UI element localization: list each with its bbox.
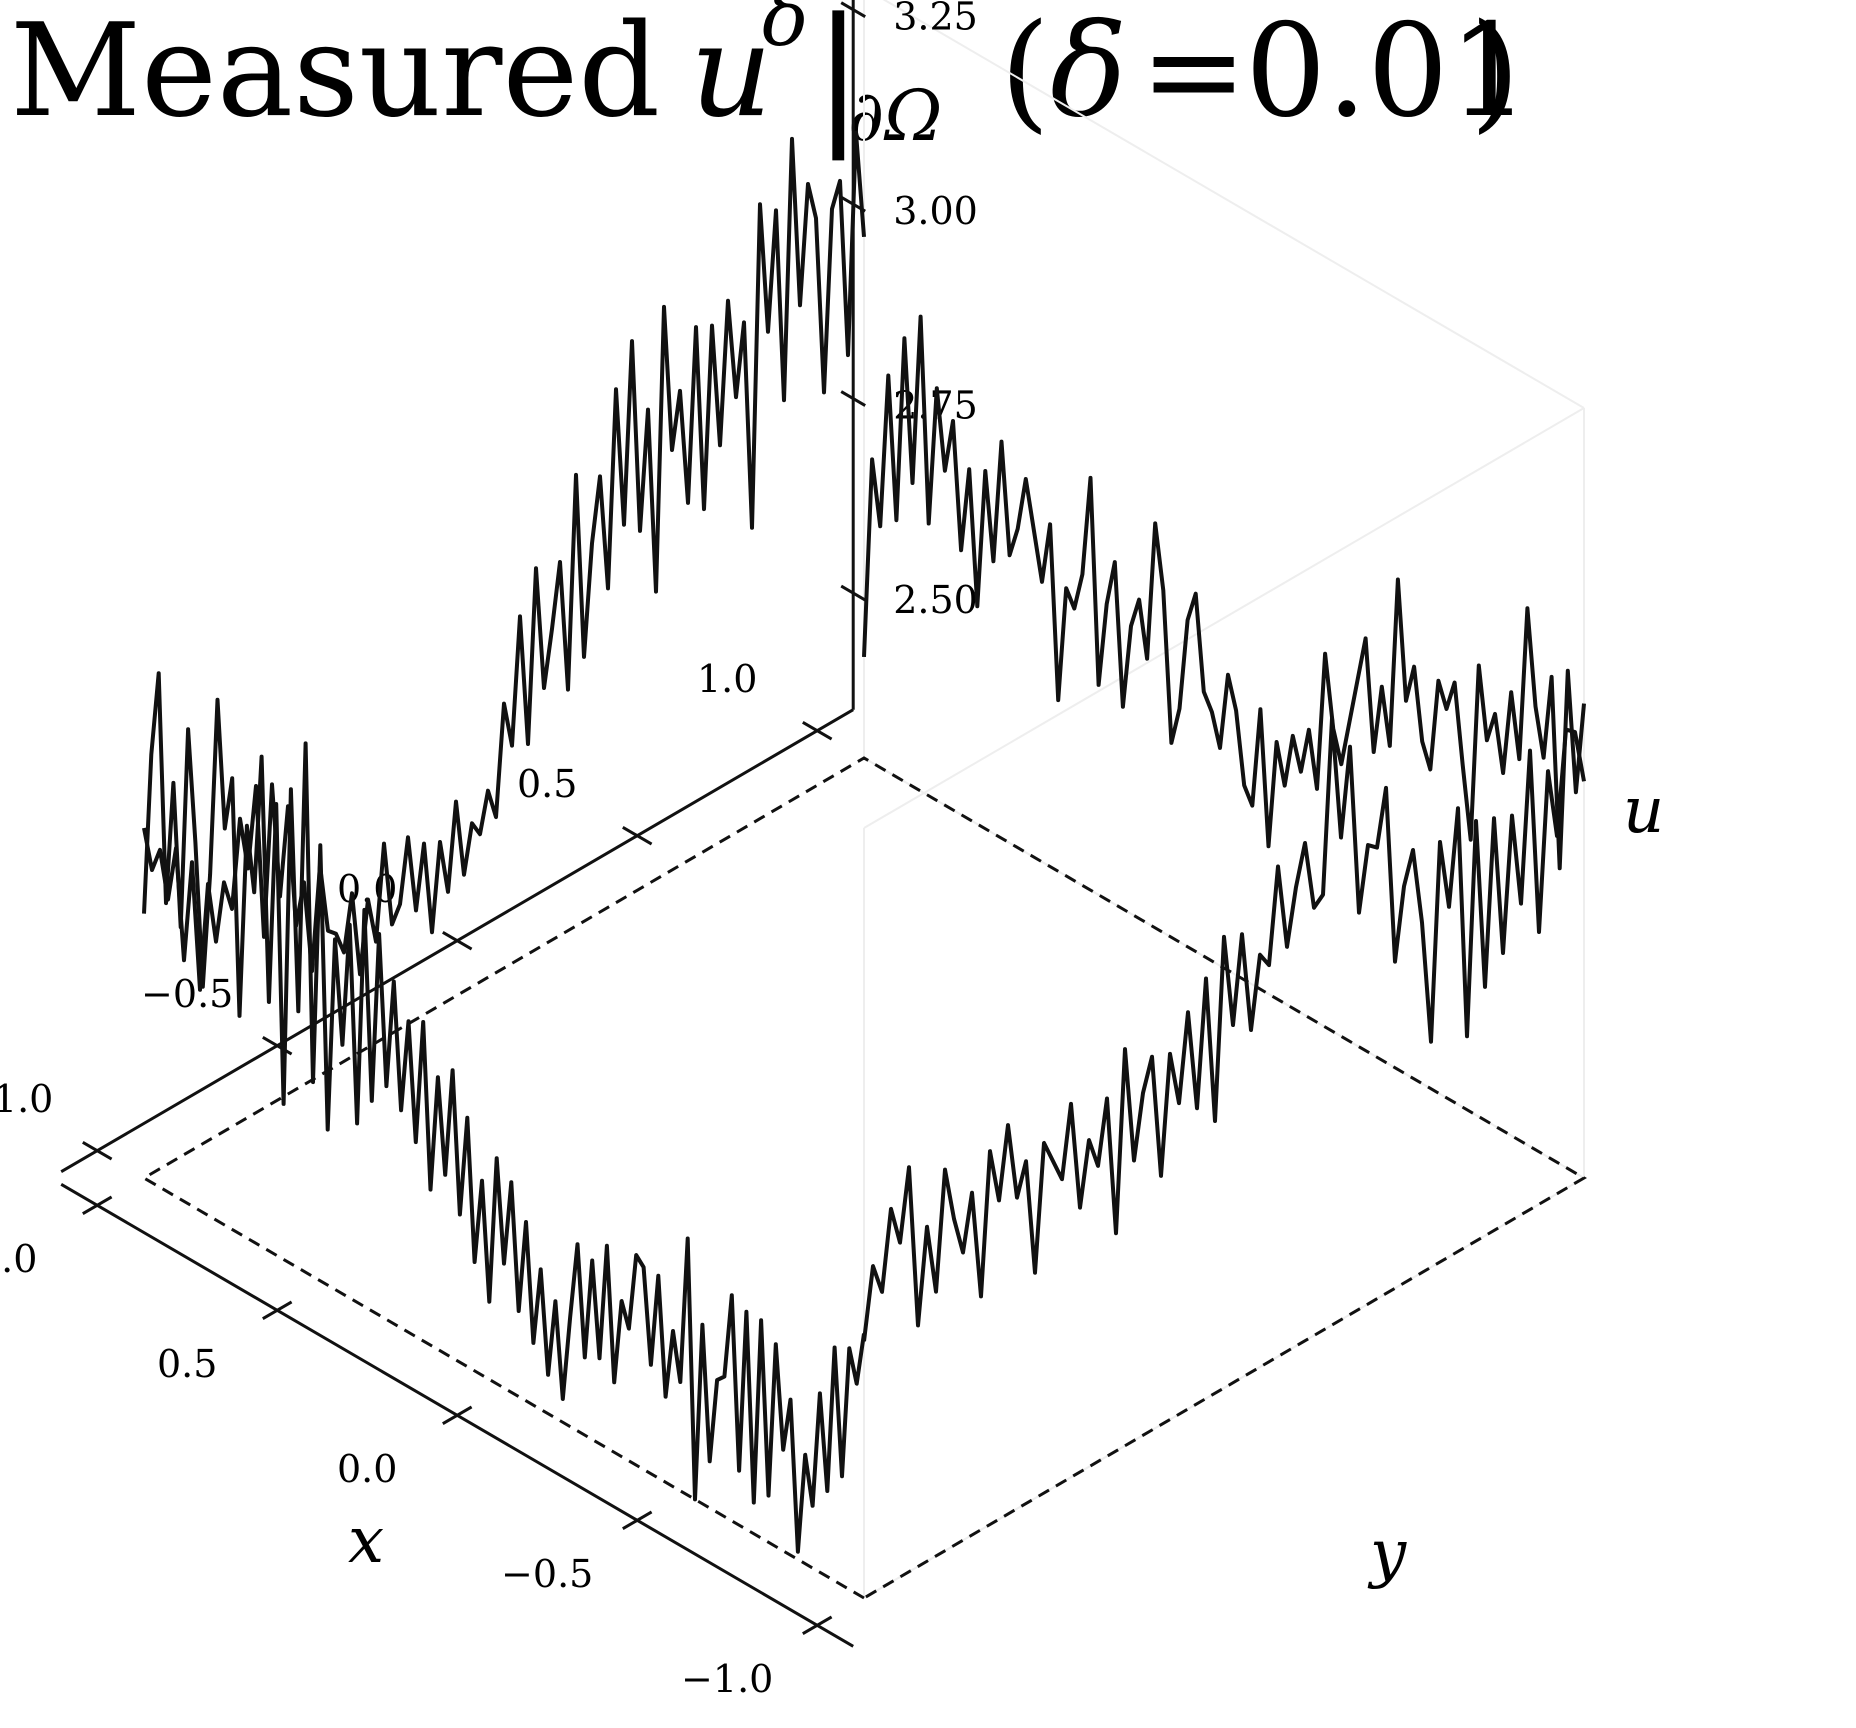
x-ticks: −1.0 −0.5 0.0 0.5 1.0 xyxy=(0,1195,833,1701)
y-tick-label-1: −0.5 xyxy=(141,972,233,1016)
data-curve-1 xyxy=(142,130,866,992)
pane-edge-2 xyxy=(882,0,1585,409)
x-tick-label-2: 0.0 xyxy=(337,1447,397,1491)
z-tick-label-3: 3.25 xyxy=(893,0,978,39)
y-tick-0 xyxy=(82,1141,113,1161)
boundary-data-curves xyxy=(142,130,1586,1554)
title-superscript: δ xyxy=(762,0,809,64)
title-close-paren: ) xyxy=(1470,0,1520,146)
title-value: 0.01 xyxy=(1245,0,1530,146)
z-tick-0 xyxy=(840,584,866,602)
pane-edge-1 xyxy=(863,407,1585,829)
x-tick-4 xyxy=(82,1195,113,1215)
y-tick-3 xyxy=(622,826,653,846)
y-tick-2 xyxy=(442,931,473,951)
y-tick-4 xyxy=(802,721,833,741)
y-tick-label-4: 1.0 xyxy=(697,657,757,701)
z-tick-label-2: 3.00 xyxy=(893,189,978,233)
y-tick-label-3: 0.5 xyxy=(517,762,577,806)
title-equals: = xyxy=(1140,0,1247,146)
pane-edges xyxy=(863,0,1585,1599)
x-tick-label-1: −0.5 xyxy=(501,1552,593,1596)
x-axis-title: x xyxy=(348,1504,384,1578)
data-curve-3 xyxy=(862,716,1586,1342)
domain-boundary xyxy=(141,756,1587,1600)
data-curve-2 xyxy=(862,314,1586,871)
x-tick-2 xyxy=(442,1405,473,1425)
x-tick-1 xyxy=(622,1510,653,1530)
title-open-paren: ( xyxy=(1000,0,1050,146)
boundary-square xyxy=(141,756,1587,1600)
z-tick-label-0: 2.50 xyxy=(893,578,978,622)
x-tick-label-3: 0.5 xyxy=(157,1342,217,1386)
title-variable: u xyxy=(690,0,772,146)
x-tick-label-0: −1.0 xyxy=(681,1657,773,1701)
title-prefix: Measured xyxy=(10,0,660,146)
x-tick-label-4: 1.0 xyxy=(0,1237,37,1281)
title-subscript: ∂Ω xyxy=(848,75,942,157)
z-axis-title: u xyxy=(1623,774,1664,848)
x-tick-0 xyxy=(802,1615,833,1635)
pane-edge-5 xyxy=(863,1177,1585,1599)
z-tick-3 xyxy=(840,1,866,18)
data-curve-0 xyxy=(142,671,866,1554)
y-tick-label-0: −1.0 xyxy=(0,1077,53,1121)
title-delta: δ xyxy=(1050,0,1127,146)
y-axis-title: y xyxy=(1367,1517,1407,1591)
z-tick-1 xyxy=(840,390,866,407)
x-tick-3 xyxy=(262,1300,293,1320)
